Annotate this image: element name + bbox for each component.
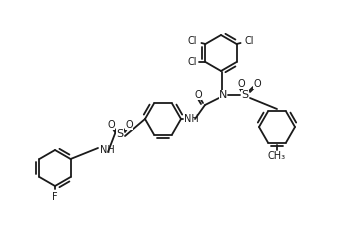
Text: O: O — [253, 79, 261, 89]
Text: Cl: Cl — [188, 36, 197, 46]
Text: O: O — [194, 90, 202, 100]
Text: S: S — [241, 90, 249, 100]
Text: O: O — [237, 79, 245, 89]
Text: CH₃: CH₃ — [268, 151, 286, 161]
Text: Cl: Cl — [245, 36, 254, 46]
Text: O: O — [107, 120, 115, 130]
Text: S: S — [117, 129, 124, 139]
Text: Cl: Cl — [188, 57, 197, 67]
Text: NH: NH — [184, 114, 199, 124]
Text: O: O — [125, 120, 133, 130]
Text: NH: NH — [100, 145, 115, 155]
Text: F: F — [52, 192, 58, 202]
Text: N: N — [219, 90, 227, 100]
